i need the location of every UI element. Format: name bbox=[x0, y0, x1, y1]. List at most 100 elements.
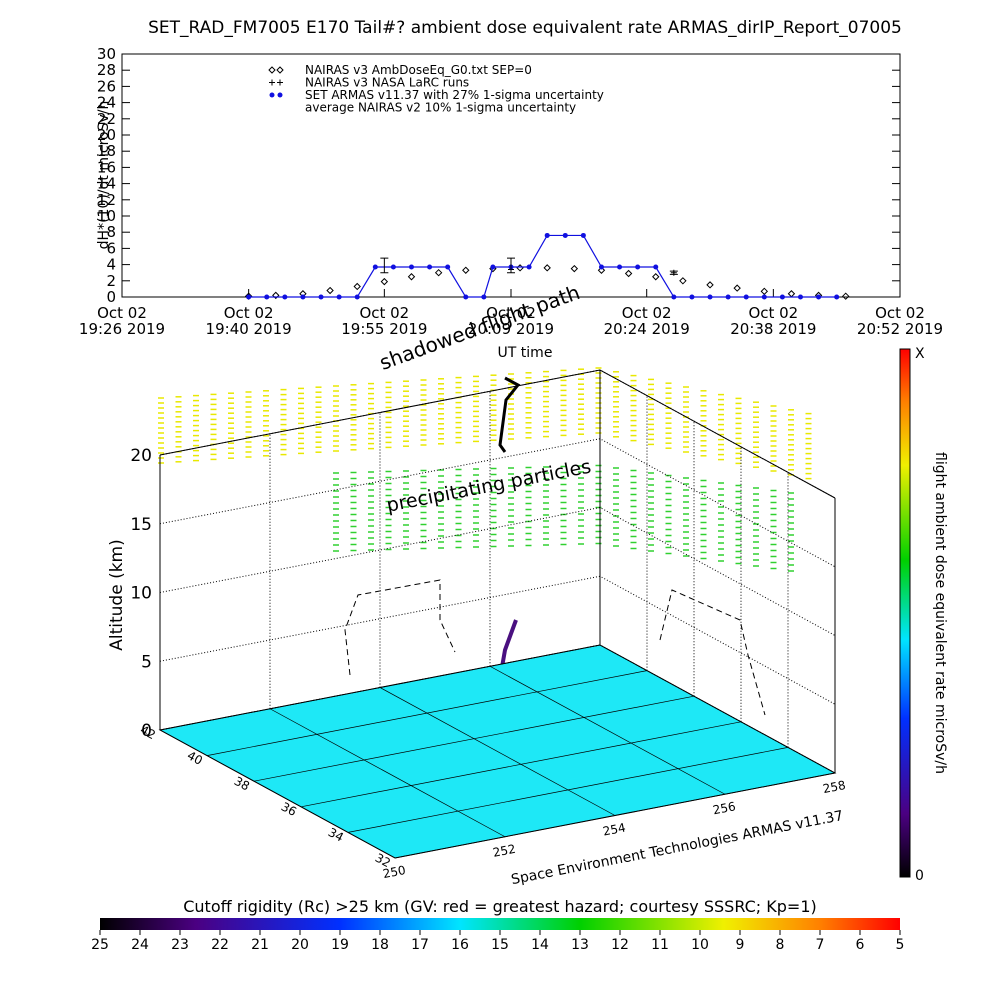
legend-marker bbox=[277, 92, 283, 98]
y-tick-label: 26 bbox=[97, 77, 116, 95]
z-tick-label: 5 bbox=[141, 652, 152, 672]
dot-marker bbox=[635, 264, 641, 270]
colorbar-tick-label: 24 bbox=[131, 937, 149, 953]
diamond-marker bbox=[407, 273, 416, 281]
legend-marker bbox=[276, 66, 284, 74]
y-tick-label: 14 bbox=[97, 175, 116, 193]
dot-marker bbox=[580, 232, 586, 238]
legend-label: NAIRAS v3 AmbDoseEq_G0.txt SEP=0 bbox=[305, 63, 532, 77]
x-tick-label: 254 bbox=[602, 821, 627, 839]
colorbar bbox=[899, 348, 911, 878]
dot-marker bbox=[372, 264, 378, 270]
dot-marker bbox=[761, 294, 767, 300]
diamond-marker bbox=[787, 290, 796, 298]
legend-marker bbox=[277, 79, 283, 86]
dot-marker bbox=[653, 264, 659, 270]
z-tick-label: 10 bbox=[130, 584, 152, 604]
diamond-marker bbox=[434, 268, 443, 277]
y-tick-label: 36 bbox=[279, 800, 299, 820]
dot-marker bbox=[689, 294, 695, 300]
dot-marker bbox=[282, 294, 288, 300]
diamond-marker bbox=[543, 264, 551, 272]
colorbar-tick-label: 16 bbox=[451, 937, 469, 953]
series-line bbox=[248, 234, 837, 298]
z-tick-label: 20 bbox=[130, 446, 152, 466]
colorbar-tick-label: 0 bbox=[915, 868, 924, 884]
grid-line bbox=[159, 438, 836, 568]
x-tick-label: 252 bbox=[492, 842, 517, 860]
dot-marker bbox=[408, 264, 414, 270]
diamond-marker bbox=[272, 291, 280, 300]
dot-marker bbox=[481, 294, 487, 300]
colorbar-tick-label: 17 bbox=[411, 937, 429, 953]
z-tick-label: 0 bbox=[141, 721, 152, 741]
y-axis-label: dH*(10)/dt microSv/h bbox=[96, 101, 112, 250]
floor-line bbox=[253, 695, 695, 782]
colorbar-tick-label: X bbox=[915, 346, 925, 362]
dot-marker bbox=[427, 264, 433, 270]
dot-marker bbox=[617, 264, 623, 270]
dot-marker bbox=[318, 294, 324, 300]
diamond-marker bbox=[326, 286, 334, 295]
y-tick-label: 8 bbox=[106, 223, 116, 241]
dot-marker bbox=[544, 232, 550, 238]
floor-line bbox=[379, 687, 616, 816]
x-axis-label: UT time bbox=[498, 345, 553, 361]
error-bar bbox=[507, 257, 515, 274]
diamond-marker bbox=[733, 284, 741, 292]
dot-marker bbox=[562, 232, 568, 238]
colorbar-tick-label: 21 bbox=[251, 937, 269, 953]
colorbar-tick-label: 11 bbox=[651, 937, 669, 953]
y-tick-label: 16 bbox=[97, 158, 116, 176]
dot-marker bbox=[598, 264, 604, 270]
dot-marker bbox=[390, 264, 396, 270]
colorbar-title: Cutoff rigidity (Rc) >25 km (GV: red = g… bbox=[183, 897, 817, 916]
diamond-marker bbox=[597, 266, 606, 274]
floor-line bbox=[394, 772, 836, 859]
floor-line bbox=[347, 747, 789, 833]
colorbar-label: flight ambient dose equivalent rate micr… bbox=[932, 452, 948, 774]
diamond-marker bbox=[570, 264, 579, 273]
colorbar-tick-label: 8 bbox=[776, 937, 785, 953]
dot-marker bbox=[463, 294, 469, 300]
y-tick-label: 38 bbox=[232, 774, 252, 794]
x-tick-label: 258 bbox=[822, 778, 847, 796]
dot-marker bbox=[816, 294, 822, 300]
colorbar-tick-label: 15 bbox=[491, 937, 509, 953]
colorbar-tick-label: 6 bbox=[856, 937, 865, 953]
legend-label: NAIRAS v3 NASA LaRC runs bbox=[305, 76, 469, 90]
floor-line bbox=[159, 644, 601, 731]
grid-line bbox=[159, 506, 836, 636]
legend-label: average NAIRAS v2 10% 1-sigma uncertaint… bbox=[305, 101, 576, 115]
box-edge bbox=[159, 369, 836, 499]
legend-marker bbox=[269, 92, 275, 98]
colorbar-tick-label: 25 bbox=[91, 937, 109, 953]
y-tick-label: 12 bbox=[97, 191, 116, 209]
dot-marker bbox=[779, 294, 785, 300]
diamond-marker bbox=[706, 281, 714, 289]
floor-line bbox=[206, 670, 648, 756]
colorbar-tick-label: 10 bbox=[691, 937, 709, 953]
error-bar bbox=[380, 257, 389, 274]
diamond-marker bbox=[353, 282, 361, 291]
colorbar-tick-label: 12 bbox=[611, 937, 629, 953]
diamond-marker bbox=[679, 277, 687, 285]
x-tick-label: Oct 02 19:40 2019 bbox=[205, 304, 292, 338]
y-tick-label: 32 bbox=[373, 851, 393, 871]
legend-label: SET ARMAS v11.37 with 27% 1-sigma uncert… bbox=[305, 88, 604, 102]
diamond-marker bbox=[380, 277, 389, 286]
y-tick-label: 42 bbox=[138, 723, 158, 743]
colorbar-tick-label: 23 bbox=[171, 937, 189, 953]
x-tick-label: Oct 02 20:09 2019 bbox=[467, 304, 555, 338]
dot-marker bbox=[354, 294, 360, 300]
diamond-marker bbox=[652, 273, 660, 281]
dot-marker bbox=[445, 264, 451, 270]
x-tick-label: Oct 02 19:26 2019 bbox=[78, 304, 166, 338]
floor-line bbox=[599, 644, 836, 774]
x-tick-label: 256 bbox=[712, 799, 737, 817]
y-tick-label: 24 bbox=[97, 94, 116, 112]
y-tick-label: 22 bbox=[97, 110, 116, 128]
colorbar-tick-label: 7 bbox=[816, 937, 825, 953]
y-tick-label: 40 bbox=[185, 748, 205, 768]
